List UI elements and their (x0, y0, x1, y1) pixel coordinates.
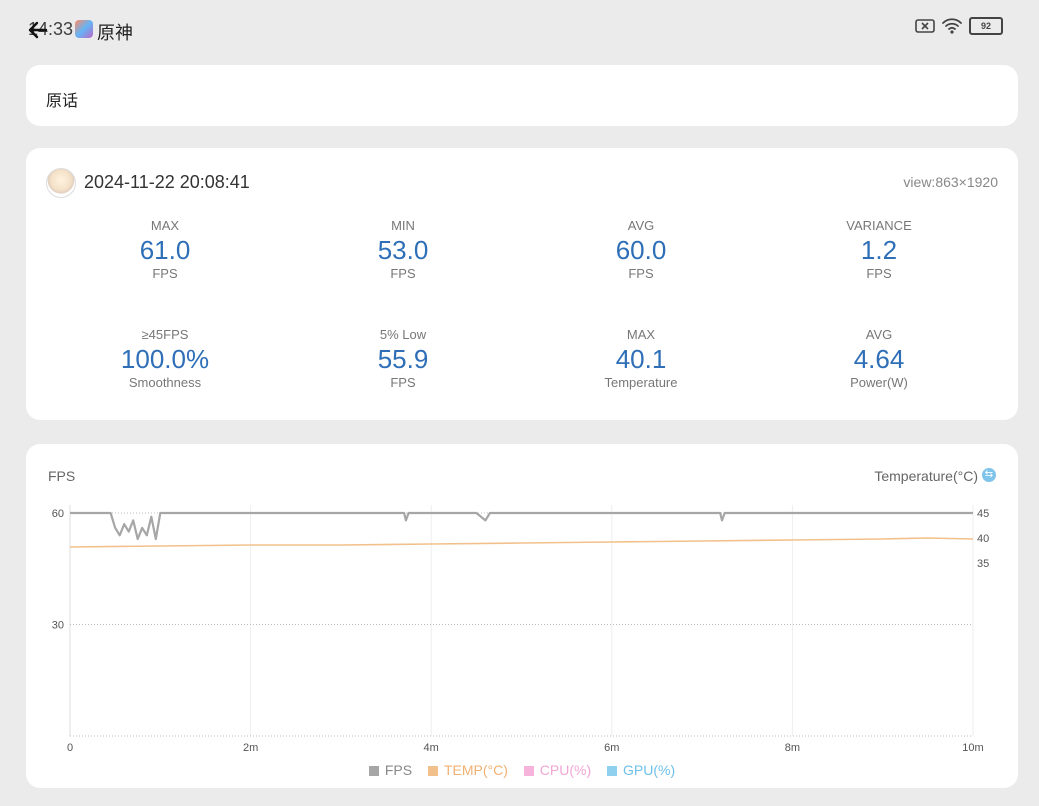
stat-unit: FPS (390, 266, 416, 281)
fps-series-line (70, 511, 973, 541)
view-resolution: view:863×1920 (903, 174, 998, 190)
legend-item-fps[interactable]: FPS (368, 762, 413, 778)
wifi-icon (942, 18, 962, 34)
stat-max-temperature: MAX 40.1 Temperature (561, 327, 721, 391)
stat-unit: Smoothness (128, 375, 202, 390)
stat-unit: Temperature (604, 375, 678, 390)
x-tick-label: 2m (243, 742, 258, 754)
stat-avg-fps: AVG 60.0 FPS (561, 218, 721, 282)
x-tick-label: 8m (785, 742, 800, 754)
stat-unit: FPS (152, 266, 178, 281)
stat-unit: FPS (390, 375, 416, 390)
stat-label: 5% Low (379, 327, 427, 342)
stat-unit: Power(W) (850, 375, 908, 390)
stats-card: 2024-11-22 20:08:41 view:863×1920 MAX 61… (26, 148, 1018, 420)
status-bar: 14:33 原神 92 (0, 0, 1039, 58)
stat-avg-power: AVG 4.64 Power(W) (799, 327, 959, 391)
stat-value: 55.9 (377, 344, 429, 374)
stat-label: VARIANCE (846, 218, 912, 233)
legend-swatch (427, 766, 438, 776)
legend-item-cpu[interactable]: CPU(%) (523, 762, 592, 778)
record-datetime: 2024-11-22 20:08:41 (84, 172, 250, 192)
y2-tick-label: 35 (977, 558, 989, 570)
fps-temperature-chart: 0 2m 4m 6m 8m 10m 60 30 45 40 35 (52, 505, 989, 754)
stat-smoothness: ≥45FPS 100.0% Smoothness (85, 327, 245, 391)
stat-label: AVG (865, 327, 893, 342)
avatar (46, 168, 76, 198)
legend-label: FPS (384, 762, 413, 778)
stat-variance-fps: VARIANCE 1.2 FPS (799, 218, 959, 282)
stat-label: AVG (627, 218, 655, 233)
stat-value: 100.0% (120, 344, 210, 374)
x-tick-label: 4m (424, 742, 439, 754)
legend-label: GPU(%) (623, 762, 676, 778)
chart-right-axis-title: Temperature(°C) (874, 468, 978, 484)
legend-item-gpu[interactable]: GPU(%) (607, 762, 675, 778)
y-tick-label: 30 (52, 620, 64, 632)
x-tick-label: 0 (67, 742, 73, 754)
stat-value: 1.2 (860, 235, 898, 265)
stat-value: 60.0 (615, 235, 667, 265)
legend-swatch (607, 766, 618, 776)
chart-card: FPS Temperature(°C) ⇆ 0 2m 4m 6m 8m 10m 60 30 45… (26, 444, 1018, 788)
stat-max-fps: MAX 61.0 FPS (85, 218, 245, 282)
stat-value: 61.0 (139, 235, 191, 265)
status-time: 14:33 (28, 19, 74, 39)
swap-axis-icon[interactable]: ⇆ (982, 468, 996, 482)
stat-unit: FPS (866, 266, 892, 281)
stat-min-fps: MIN 53.0 FPS (323, 218, 483, 282)
name-card: 原话 (26, 65, 1018, 126)
legend-swatch (523, 766, 534, 776)
back-arrow-icon[interactable] (26, 18, 50, 42)
stat-label: MAX (150, 218, 180, 233)
chart-legend: FPS TEMP(°C) CPU(%) GPU(%) (26, 762, 1018, 778)
name-text: 原话 (46, 93, 79, 110)
app-title: 原神 (97, 23, 133, 43)
y2-tick-label: 45 (977, 508, 989, 520)
sim-off-icon (915, 19, 935, 33)
status-icons: 92 (915, 17, 1003, 35)
battery-icon: 92 (969, 17, 1003, 35)
legend-label: TEMP(°C) (443, 762, 508, 778)
stat-5pct-low: 5% Low 55.9 FPS (323, 327, 483, 391)
stat-label: MIN (391, 218, 415, 233)
y2-tick-label: 40 (977, 533, 989, 545)
legend-label: CPU(%) (539, 762, 592, 778)
chart-left-axis-title: FPS (48, 468, 76, 484)
app-icon (75, 20, 93, 38)
stat-value: 53.0 (377, 235, 429, 265)
stat-unit: FPS (628, 266, 654, 281)
legend-item-temp[interactable]: TEMP(°C) (427, 762, 508, 778)
x-tick-label: 10m (962, 742, 983, 754)
stat-value: 40.1 (615, 344, 667, 374)
x-tick-label: 6m (604, 742, 619, 754)
y-tick-label: 60 (52, 508, 64, 520)
stat-value: 4.64 (853, 344, 905, 374)
legend-swatch (368, 766, 379, 776)
stat-label: ≥45FPS (141, 327, 189, 342)
stat-label: MAX (626, 327, 656, 342)
temperature-series-line (69, 537, 974, 548)
